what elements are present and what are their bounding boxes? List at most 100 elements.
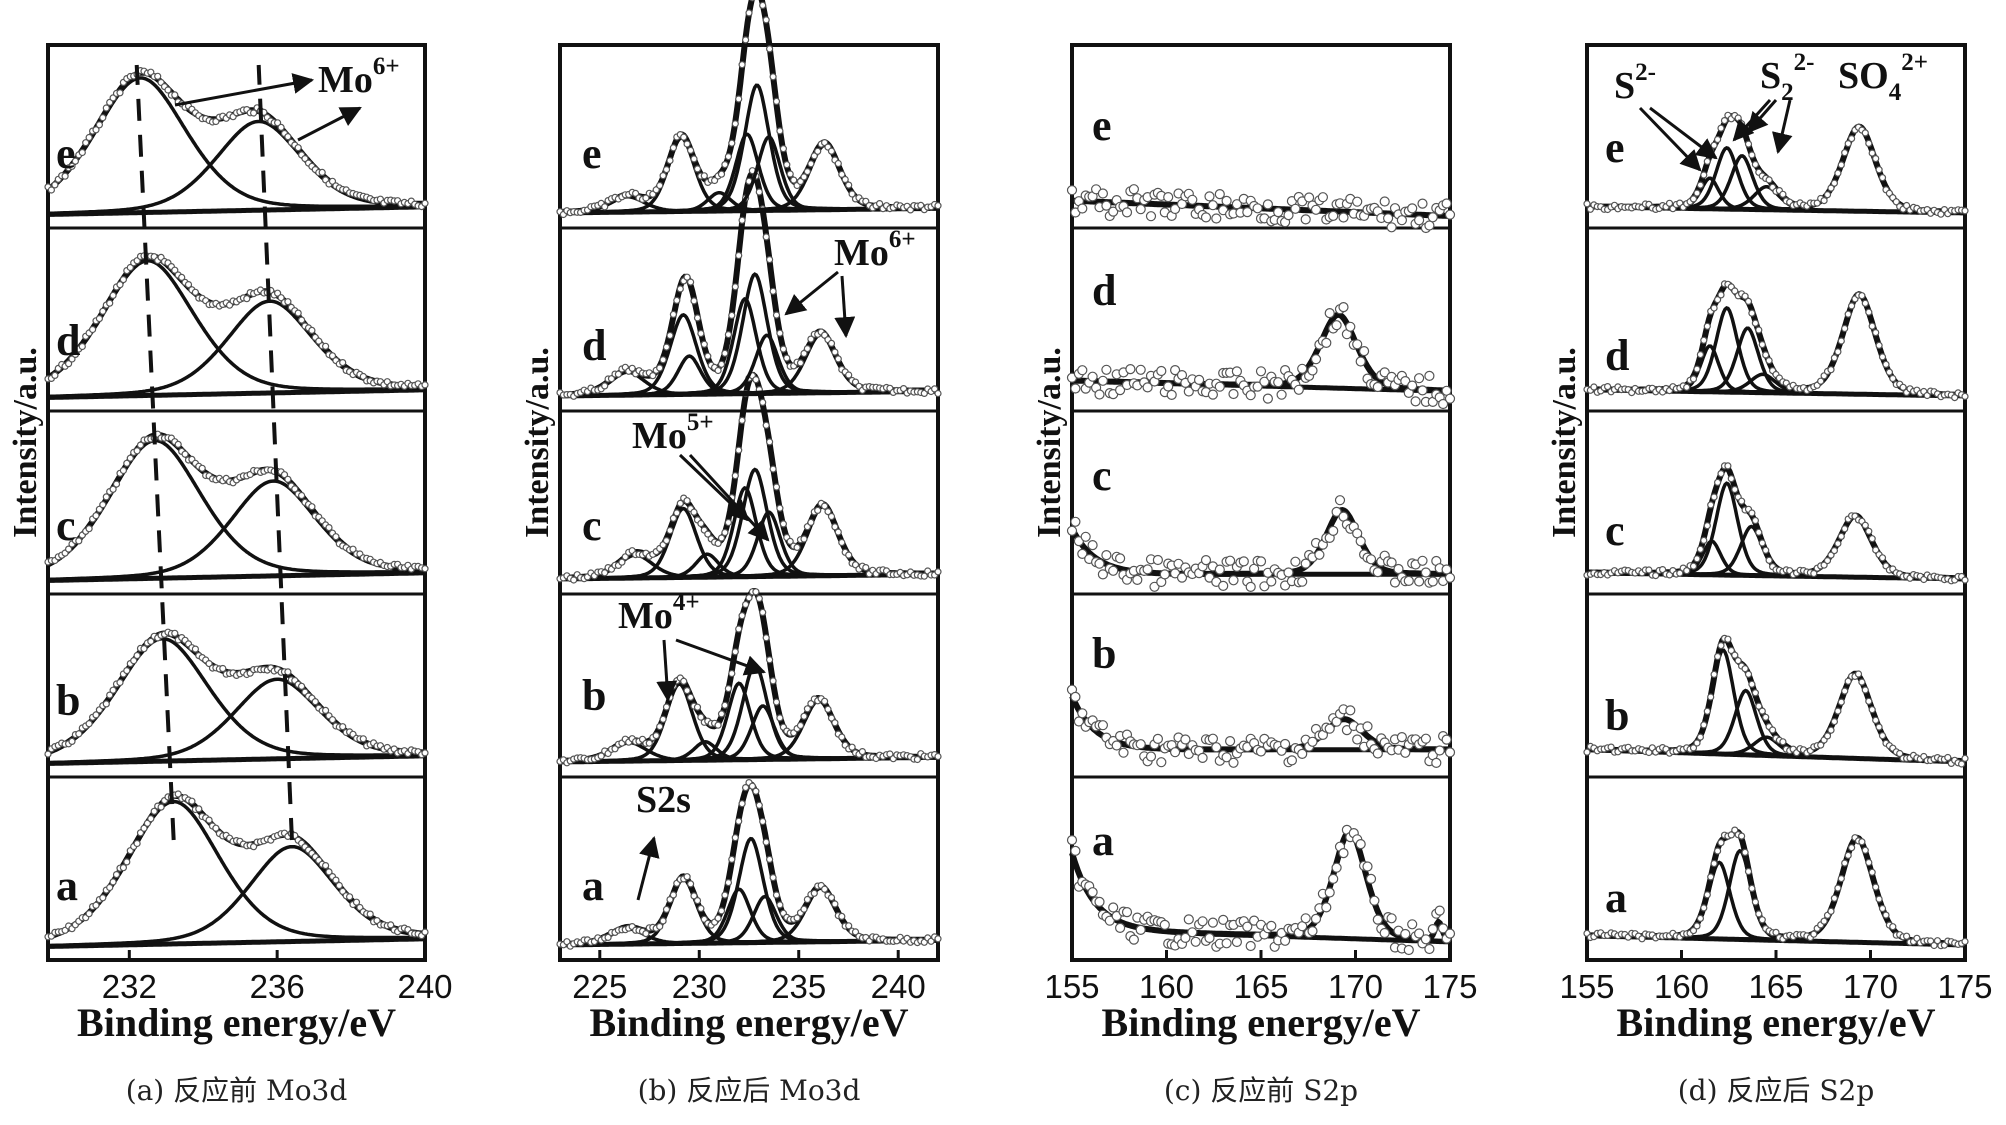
data-point [1951, 394, 1959, 402]
data-point [693, 896, 702, 905]
data-point [772, 891, 781, 899]
data-point [147, 815, 155, 823]
data-point [1758, 539, 1766, 547]
data-point [803, 895, 812, 904]
data-point [421, 565, 429, 573]
data-point [1765, 357, 1773, 365]
data-point [1731, 485, 1739, 494]
data-point [1583, 748, 1591, 756]
raw-points-b [44, 628, 429, 759]
data-point [662, 536, 671, 545]
data-point [154, 72, 162, 80]
data-point [690, 892, 698, 900]
data-point [1645, 748, 1653, 757]
data-point [1066, 525, 1078, 536]
data-point [1307, 736, 1318, 747]
data-point [1379, 367, 1390, 378]
data-point [601, 569, 609, 577]
data-point [1328, 873, 1339, 885]
data-point [656, 181, 664, 190]
data-point [845, 181, 853, 189]
data-point [195, 805, 203, 813]
data-point [322, 861, 330, 870]
data-point [845, 371, 853, 379]
data-point [1310, 354, 1322, 365]
data-point [858, 747, 867, 756]
data-point [1744, 670, 1753, 678]
annotation-arrow [1638, 106, 1702, 172]
data-point [1231, 936, 1243, 948]
data-point [1101, 200, 1112, 211]
data-point [831, 900, 839, 908]
data-point [886, 750, 894, 758]
data-point [838, 912, 846, 921]
data-point [796, 177, 805, 186]
annotation-mo6: Mo6+ [834, 226, 916, 274]
data-point [738, 416, 746, 424]
data-point [1396, 215, 1408, 226]
data-point [71, 350, 80, 358]
data-point [827, 512, 836, 521]
data-point [731, 283, 739, 291]
data-point [1717, 839, 1725, 847]
data-point [1300, 558, 1311, 569]
data-point [1190, 936, 1201, 947]
data-point [1338, 847, 1349, 859]
data-point [1444, 393, 1456, 404]
data-point [800, 535, 808, 543]
data-point [1142, 382, 1153, 393]
data-point [1603, 383, 1612, 391]
data-point [693, 165, 702, 173]
data-point [75, 730, 83, 738]
data-point [1889, 923, 1897, 931]
data-point [1424, 943, 1435, 955]
raw-points-a [44, 790, 429, 941]
data-point [1885, 368, 1894, 376]
data-point [1755, 326, 1763, 334]
data-point [800, 712, 808, 720]
data-point [1066, 185, 1078, 196]
data-point [930, 385, 939, 393]
data-point [1228, 757, 1239, 768]
data-point [1104, 915, 1115, 926]
data-point [899, 385, 908, 393]
data-point [769, 73, 777, 81]
data-point [755, 594, 763, 603]
raw-points-b [1066, 684, 1456, 769]
data-point [875, 200, 884, 208]
data-point [1703, 707, 1711, 715]
data-point [1762, 546, 1770, 554]
data-point [741, 783, 750, 792]
data-point [1121, 207, 1133, 218]
data-point [697, 329, 705, 338]
data-point [1737, 497, 1746, 505]
data-point [1875, 895, 1883, 903]
data-point [116, 678, 124, 687]
data-point [656, 722, 664, 731]
data-point [332, 533, 340, 541]
raw-points-c [1583, 462, 1969, 585]
data-point [64, 360, 73, 368]
data-point [717, 170, 726, 178]
data-point [294, 144, 302, 152]
data-point [1882, 360, 1890, 368]
data-point [284, 133, 292, 141]
data-point [913, 755, 922, 764]
data-point [1758, 916, 1766, 924]
data-point [1077, 708, 1088, 719]
data-point [140, 824, 148, 832]
data-point [1707, 873, 1715, 881]
data-point [1283, 210, 1294, 221]
data-point [1121, 906, 1133, 918]
data-point [68, 737, 76, 746]
data-point [1372, 914, 1383, 925]
data-point [1345, 705, 1356, 716]
data-point [346, 893, 354, 901]
data-point [1658, 565, 1667, 574]
data-point [1331, 506, 1342, 517]
data-point [1169, 203, 1181, 215]
data-point [796, 721, 805, 730]
data-point [783, 354, 791, 362]
data-point [1424, 370, 1435, 381]
data-point [800, 349, 808, 358]
